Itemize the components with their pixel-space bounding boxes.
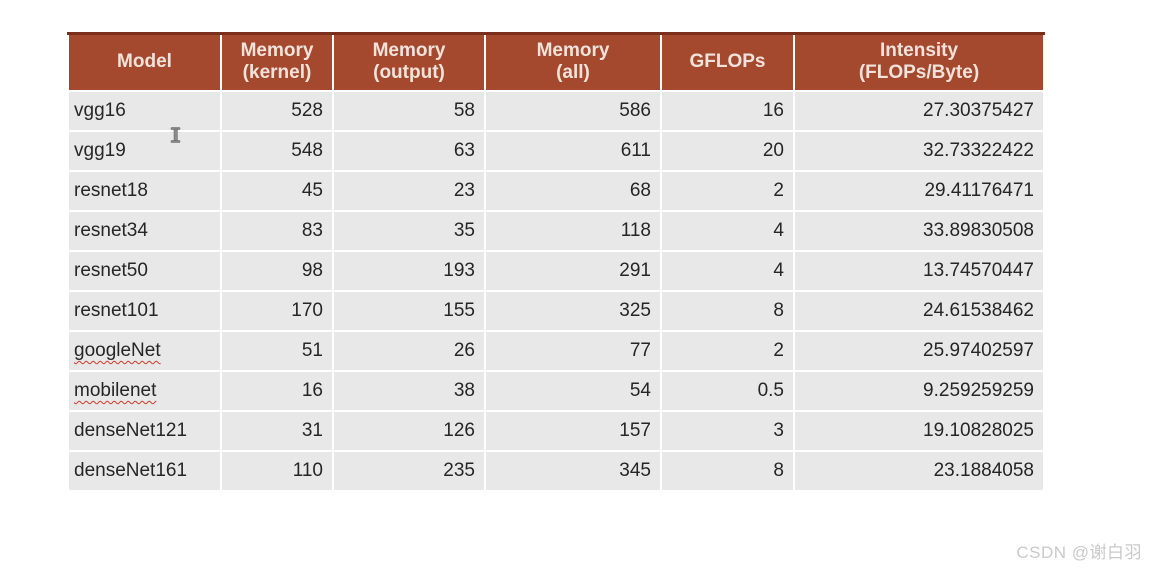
table-top-border <box>67 32 1045 35</box>
value-cell: 98 <box>222 252 332 290</box>
table-row: denseNet161 110 235 345 8 23.1884058 <box>69 452 1043 490</box>
value-cell: 4 <box>662 212 793 250</box>
value-cell: 586 <box>486 92 660 130</box>
table-body: vgg16 528 58 586 16 27.30375427 vgg19 548 63 611 2… <box>69 92 1043 490</box>
model-name-cell: resnet101 <box>69 292 220 330</box>
value-cell: 19.10828025 <box>795 412 1043 450</box>
value-cell: 611 <box>486 132 660 170</box>
value-cell: 26 <box>334 332 484 370</box>
table-row: mobilenet 16 38 54 0.5 9.259259259 <box>69 372 1043 410</box>
value-cell: 68 <box>486 172 660 210</box>
value-cell: 23.1884058 <box>795 452 1043 490</box>
col-header-memory-all: Memory (all) <box>486 34 660 90</box>
col-header-memory-output: Memory (output) <box>334 34 484 90</box>
value-cell: 83 <box>222 212 332 250</box>
value-cell: 291 <box>486 252 660 290</box>
value-cell: 528 <box>222 92 332 130</box>
value-cell: 118 <box>486 212 660 250</box>
value-cell: 2 <box>662 172 793 210</box>
value-cell: 8 <box>662 452 793 490</box>
value-cell: 13.74570447 <box>795 252 1043 290</box>
value-cell: 170 <box>222 292 332 330</box>
value-cell: 33.89830508 <box>795 212 1043 250</box>
value-cell: 155 <box>334 292 484 330</box>
value-cell: 16 <box>662 92 793 130</box>
value-cell: 35 <box>334 212 484 250</box>
value-cell: 27.30375427 <box>795 92 1043 130</box>
value-cell: 0.5 <box>662 372 793 410</box>
table-row: googleNet 51 26 77 2 25.97402597 <box>69 332 1043 370</box>
value-cell: 77 <box>486 332 660 370</box>
col-header-memory-kernel: Memory (kernel) <box>222 34 332 90</box>
value-cell: 345 <box>486 452 660 490</box>
value-cell: 235 <box>334 452 484 490</box>
value-cell: 110 <box>222 452 332 490</box>
value-cell: 193 <box>334 252 484 290</box>
table-row: resnet101 170 155 325 8 24.61538462 <box>69 292 1043 330</box>
watermark: CSDN @谢白羽 <box>1016 543 1142 562</box>
value-cell: 24.61538462 <box>795 292 1043 330</box>
value-cell: 25.97402597 <box>795 332 1043 370</box>
table-header: Model Memory (kernel) Memory (output) Me… <box>69 34 1043 90</box>
model-name-cell: vgg19 <box>69 132 220 170</box>
value-cell: 3 <box>662 412 793 450</box>
model-name-cell: resnet18 <box>69 172 220 210</box>
value-cell: 20 <box>662 132 793 170</box>
model-name-cell: denseNet121 <box>69 412 220 450</box>
table-row: resnet50 98 193 291 4 13.74570447 <box>69 252 1043 290</box>
value-cell: 548 <box>222 132 332 170</box>
value-cell: 4 <box>662 252 793 290</box>
value-cell: 16 <box>222 372 332 410</box>
value-cell: 38 <box>334 372 484 410</box>
value-cell: 2 <box>662 332 793 370</box>
value-cell: 157 <box>486 412 660 450</box>
value-cell: 23 <box>334 172 484 210</box>
table-row: vgg19 548 63 611 20 32.73322422 <box>69 132 1043 170</box>
value-cell: 29.41176471 <box>795 172 1043 210</box>
value-cell: 51 <box>222 332 332 370</box>
model-memory-table: Model Memory (kernel) Memory (output) Me… <box>67 32 1045 492</box>
value-cell: 8 <box>662 292 793 330</box>
value-cell: 58 <box>334 92 484 130</box>
table-row: resnet34 83 35 118 4 33.89830508 <box>69 212 1043 250</box>
model-name-cell: vgg16 <box>69 92 220 130</box>
model-name-cell: resnet50 <box>69 252 220 290</box>
value-cell: 45 <box>222 172 332 210</box>
model-name-cell: googleNet <box>69 332 220 370</box>
value-cell: 54 <box>486 372 660 410</box>
model-name-cell: denseNet161 <box>69 452 220 490</box>
value-cell: 126 <box>334 412 484 450</box>
text-cursor-ibeam-icon <box>170 127 181 143</box>
model-memory-table-wrap: Model Memory (kernel) Memory (output) Me… <box>67 32 1045 492</box>
table-row: resnet18 45 23 68 2 29.41176471 <box>69 172 1043 210</box>
table-row: vgg16 528 58 586 16 27.30375427 <box>69 92 1043 130</box>
value-cell: 31 <box>222 412 332 450</box>
model-name-cell: mobilenet <box>69 372 220 410</box>
col-header-intensity: Intensity (FLOPs/Byte) <box>795 34 1043 90</box>
value-cell: 325 <box>486 292 660 330</box>
table-row: denseNet121 31 126 157 3 19.10828025 <box>69 412 1043 450</box>
value-cell: 9.259259259 <box>795 372 1043 410</box>
value-cell: 63 <box>334 132 484 170</box>
col-header-gflops: GFLOPs <box>662 34 793 90</box>
model-name-cell: resnet34 <box>69 212 220 250</box>
col-header-model: Model <box>69 34 220 90</box>
value-cell: 32.73322422 <box>795 132 1043 170</box>
header-row: Model Memory (kernel) Memory (output) Me… <box>69 34 1043 90</box>
